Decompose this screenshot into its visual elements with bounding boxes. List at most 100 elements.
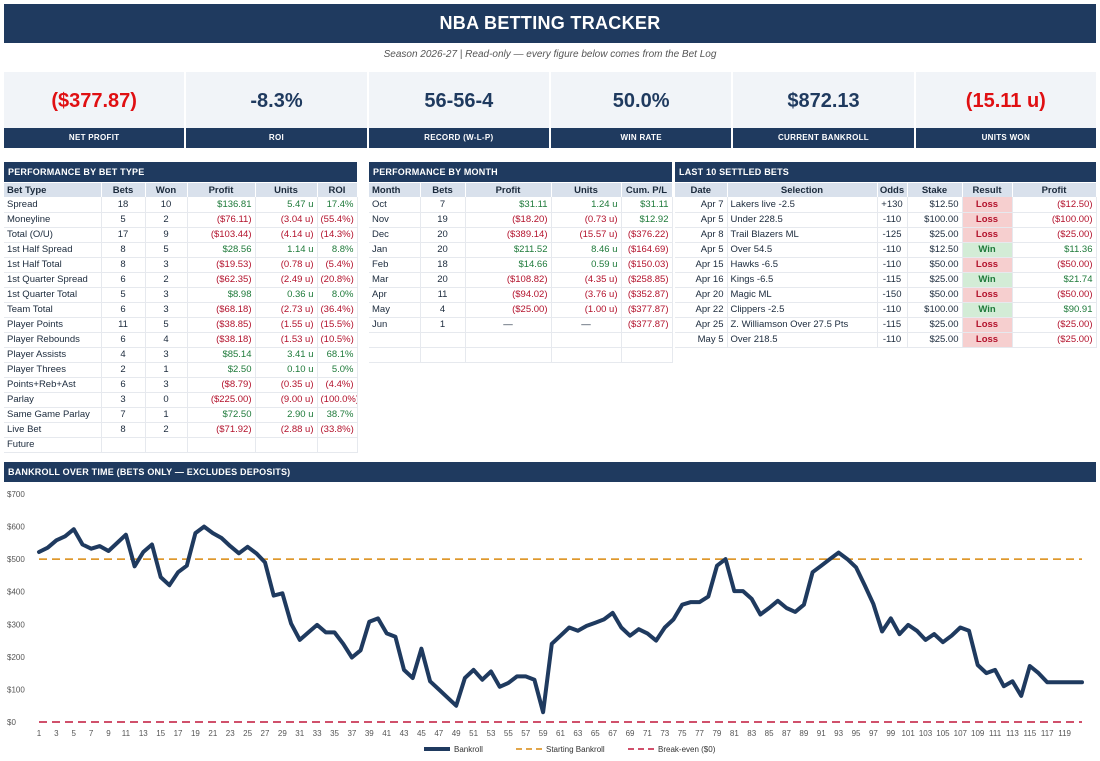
bet-type-section-title: PERFORMANCE BY BET TYPE [4,162,357,182]
table-cell: 1.14 u [255,242,318,258]
table-cell: Under 228.5 [727,212,878,228]
table-row: 1st Quarter Total 5 3 $8.98 0.36 u 8.0% [4,287,358,303]
table-cell: 8.8% [317,242,358,258]
table-cell: $100.00 [907,212,963,228]
x-tick-label: 91 [817,729,826,738]
table-cell: (15.57 u) [551,227,622,243]
kpi-label: NET PROFIT [4,128,185,148]
dashboard-title: NBA BETTING TRACKER [4,4,1096,43]
x-tick-label: 33 [313,729,322,738]
table-cell: (5.4%) [317,257,358,273]
table-cell: +130 [877,197,908,213]
kpi-value: (15.11 u) [915,72,1096,128]
table-row: Apr 8 Trail Blazers ML -125 $25.00 Loss ($25.… [675,227,1097,243]
table-cell: (0.73 u) [551,212,622,228]
bet-type-table: Bet Type Bets Won Profit Units ROI Sprea… [4,183,358,453]
table-row: Dec 20 ($389.14) (15.57 u) ($376.22) [369,227,673,243]
table-cell: 1 [145,362,188,378]
x-tick-label: 39 [365,729,374,738]
table-cell: 5 [145,317,188,333]
table-row: Player Points 11 5 ($38.85) (1.55 u) (15.5%) [4,317,358,333]
x-tick-label: 97 [869,729,878,738]
table-cell: $11.36 [1012,242,1097,258]
table-cell: Oct [369,197,421,213]
x-tick-label: 29 [278,729,287,738]
x-tick-label: 3 [54,729,59,738]
kpi-value: 56-56-4 [368,72,549,128]
table-cell: $12.50 [907,197,963,213]
table-row: Player Rebounds 6 4 ($38.18) (1.53 u) (10.5%) [4,332,358,348]
table-cell [317,437,358,453]
table-cell: $50.00 [907,257,963,273]
table-cell: $12.50 [907,242,963,258]
table-cell: May [369,302,421,318]
x-tick-label: 27 [261,729,270,738]
x-tick-label: 55 [504,729,513,738]
table-cell: $28.56 [187,242,256,258]
table-cell: 7 [420,197,466,213]
table-cell: 5 [101,212,146,228]
result-badge: Loss [962,332,1013,348]
table-row: Feb 18 $14.66 0.59 u ($150.03) [369,257,673,273]
table-cell: (10.5%) [317,332,358,348]
column-header: Cum. P/L [621,183,673,197]
table-cell: Apr 5 [675,212,728,228]
x-tick-label: 11 [122,729,131,738]
table-cell: 68.1% [317,347,358,363]
table-cell: $2.50 [187,362,256,378]
result-badge: Loss [962,287,1013,303]
kpi-strip: ($377.87) NET PROFIT -8.3% ROI 56-56-4 R… [4,72,1096,148]
table-cell: ($38.18) [187,332,256,348]
table-cell: Nov [369,212,421,228]
y-tick-label: $700 [7,490,25,499]
column-header: Result [962,183,1013,197]
table-row: Total (O/U) 17 9 ($103.44) (4.14 u) (14.3%) [4,227,358,243]
x-tick-label: 61 [556,729,565,738]
table-cell: Trail Blazers ML [727,227,878,243]
table-row: Future [4,437,358,453]
x-tick-label: 35 [330,729,339,738]
table-cell: 8.0% [317,287,358,303]
table-cell: Moneyline [4,212,102,228]
table-cell: 2 [145,422,188,438]
table-cell: ($377.87) [621,317,673,333]
table-cell: ($25.00) [1012,332,1097,348]
table-cell: Feb [369,257,421,273]
table-cell: Magic ML [727,287,878,303]
table-cell: ($377.87) [621,302,673,318]
table-row: Points+Reb+Ast 6 3 ($8.79) (0.35 u) (4.4%) [4,377,358,393]
table-cell: Over 218.5 [727,332,878,348]
table-cell: -150 [877,287,908,303]
table-cell: 2 [145,212,188,228]
y-tick-label: $100 [7,685,25,694]
table-cell: ($8.79) [187,377,256,393]
table-cell: $72.50 [187,407,256,423]
table-cell: ($389.14) [465,227,552,243]
table-cell: 0.10 u [255,362,318,378]
table-cell: -110 [877,302,908,318]
table-cell: 17 [101,227,146,243]
table-row: Same Game Parlay 7 1 $72.50 2.90 u 38.7% [4,407,358,423]
table-row: Apr 11 ($94.02) (3.76 u) ($352.87) [369,287,673,303]
kpi-record: 56-56-4 RECORD (W-L-P) [368,72,549,148]
result-badge: Win [962,272,1013,288]
column-header: Bets [101,183,146,197]
bankroll-chart: $0 $100 $200 $300 $400 $500 $600 $700 1 3 5 7 9 11 13 1… [4,484,1096,758]
result-badge: Loss [962,317,1013,333]
table-cell: Apr 7 [675,197,728,213]
table-header-row: Date Selection Odds Stake Result Profit [675,183,1097,197]
x-tick-label: 69 [626,729,635,738]
table-row: Team Total 6 3 ($68.18) (2.73 u) (36.4%) [4,302,358,318]
table-cell [101,437,146,453]
table-cell: Apr 25 [675,317,728,333]
table-cell: Player Assists [4,347,102,363]
x-tick-label: 15 [156,729,165,738]
table-row: 1st Half Spread 8 5 $28.56 1.14 u 8.8% [4,242,358,258]
table-cell: (20.8%) [317,272,358,288]
kpi-value: -8.3% [186,72,367,128]
table-cell: ($376.22) [621,227,673,243]
table-cell: ($258.85) [621,272,673,288]
table-cell: 6 [101,302,146,318]
x-tick-label: 81 [730,729,739,738]
table-cell: (1.55 u) [255,317,318,333]
